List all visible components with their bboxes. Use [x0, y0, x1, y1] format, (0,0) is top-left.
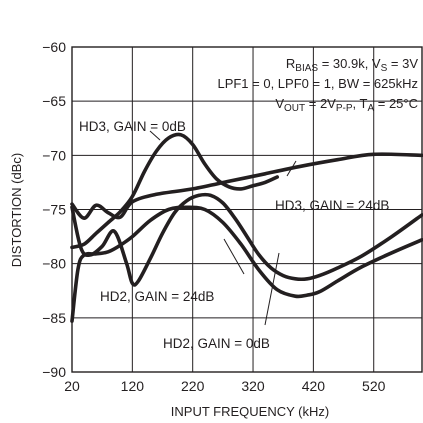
series-curves — [70, 132, 423, 323]
condition-line-2: LPF1 = 0, LPF0 = 1, BW = 625kHz — [217, 76, 418, 91]
annotations: HD3, GAIN = 0dB HD3, GAIN = 24dB HD2, GA… — [79, 119, 389, 351]
annotation-leader-hd2-gain-24db — [223, 238, 245, 275]
x-tick-label: 20 — [64, 378, 80, 394]
annotation-hd2-gain-0db: HD2, GAIN = 0dB — [163, 336, 270, 351]
y-tick-label: −80 — [42, 256, 66, 272]
plot-frame — [71, 46, 423, 373]
x-tick-label: 420 — [302, 378, 326, 394]
series-line-hd3-gain-24db — [70, 152, 423, 220]
series-line-hd2-gain-0db — [70, 205, 423, 323]
x-tick-label: 320 — [241, 378, 265, 394]
condition-line-1: RBIAS = 30.9k, VS = 3V — [286, 56, 418, 74]
annotation-leader-hd2-gain-0db — [264, 252, 280, 326]
series-line-hd2-gain-24db — [70, 192, 423, 287]
y-tick-label: −85 — [42, 310, 66, 326]
x-tick-label: 520 — [362, 378, 386, 394]
y-tick-label: −65 — [42, 93, 66, 109]
tick-labels: −90 −85 −80 −75 −70 −65 −60 20 120 220 320 420 520 — [42, 39, 385, 394]
annotation-leader-hd3-gain-24db — [286, 160, 297, 177]
condition-line-3: VOUT = 2VP-P, TA = 25°C — [275, 96, 418, 114]
series-line-hd3-gain-0db — [70, 132, 279, 250]
y-tick-label: −70 — [42, 147, 66, 163]
annotation-leader-hd3-gain-0db — [149, 130, 161, 141]
x-tick-label: 220 — [181, 378, 205, 394]
annotation-hd3-gain-24db: HD3, GAIN = 24dB — [275, 198, 389, 213]
y-tick-label: −90 — [42, 364, 66, 380]
y-axis-title: DISTORTION (dBc) — [9, 153, 24, 267]
x-axis-title: INPUT FREQUENCY (kHz) — [171, 404, 329, 419]
x-tick-label: 120 — [121, 378, 145, 394]
annotation-hd2-gain-24db: HD2, GAIN = 24dB — [100, 289, 214, 304]
y-tick-label: −75 — [42, 202, 66, 218]
y-tick-label: −60 — [42, 39, 66, 55]
annotation-hd3-gain-0db: HD3, GAIN = 0dB — [79, 119, 186, 134]
conditions-block: RBIAS = 30.9k, VS = 3V LPF1 = 0, LPF0 = … — [217, 56, 418, 114]
